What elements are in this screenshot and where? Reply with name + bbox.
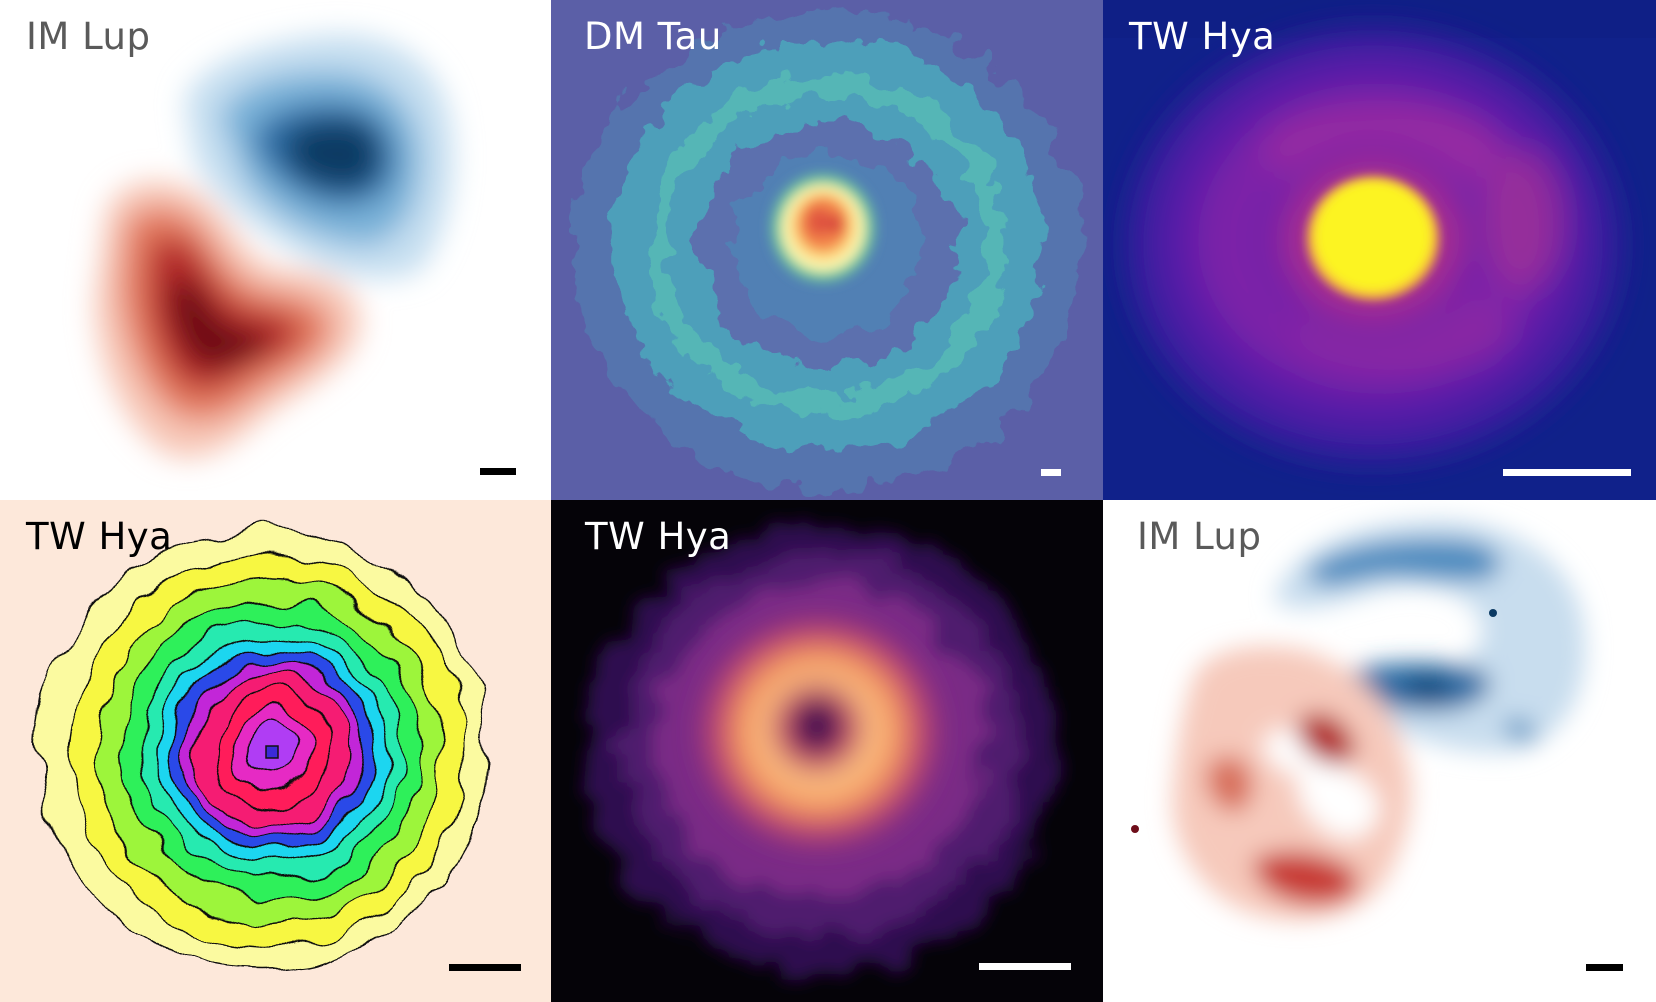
im-lup-lobes-image [95, 34, 454, 459]
panel-label: TW Hya [26, 515, 173, 558]
scale-bar [979, 963, 1071, 970]
panel-tw-hya-contours: TW Hya [0, 500, 551, 1002]
panel-dm-tau: DM Tau [551, 0, 1103, 500]
scale-bar [480, 468, 516, 475]
scale-bar [449, 964, 521, 971]
dm-tau-rings-image [572, 10, 1082, 490]
im-lup-arms-image [1131, 520, 1586, 921]
panel-label: TW Hya [585, 515, 732, 558]
panel-label: IM Lup [26, 15, 151, 58]
tw-hya-contour-image [36, 529, 488, 971]
tw-hya-disk-image [1103, 0, 1656, 460]
panel-label: IM Lup [1137, 515, 1262, 558]
panel-label: DM Tau [584, 15, 722, 58]
tw-hya-ring-image [586, 525, 1056, 975]
panel-im-lup-bottom: IM Lup [1103, 500, 1656, 1002]
scale-bar [1503, 469, 1631, 476]
scale-bar [1041, 469, 1061, 476]
panel-im-lup-top: IM Lup [0, 0, 551, 500]
panel-label: TW Hya [1129, 15, 1276, 58]
panel-tw-hya-ring: TW Hya [551, 500, 1103, 1002]
panel-tw-hya-top: TW Hya [1103, 0, 1656, 500]
scale-bar [1586, 964, 1623, 971]
